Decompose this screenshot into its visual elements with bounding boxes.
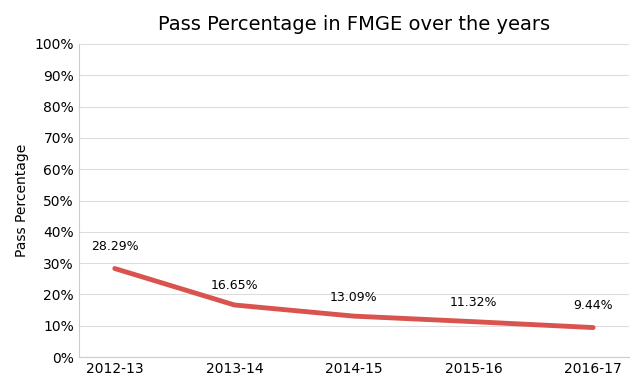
Text: 9.44%: 9.44%	[573, 299, 613, 312]
Text: 13.09%: 13.09%	[330, 291, 378, 303]
Y-axis label: Pass Percentage: Pass Percentage	[15, 144, 29, 257]
Text: 11.32%: 11.32%	[450, 296, 497, 309]
Text: 28.29%: 28.29%	[91, 240, 138, 253]
Title: Pass Percentage in FMGE over the years: Pass Percentage in FMGE over the years	[158, 15, 550, 34]
Text: 16.65%: 16.65%	[211, 280, 258, 292]
